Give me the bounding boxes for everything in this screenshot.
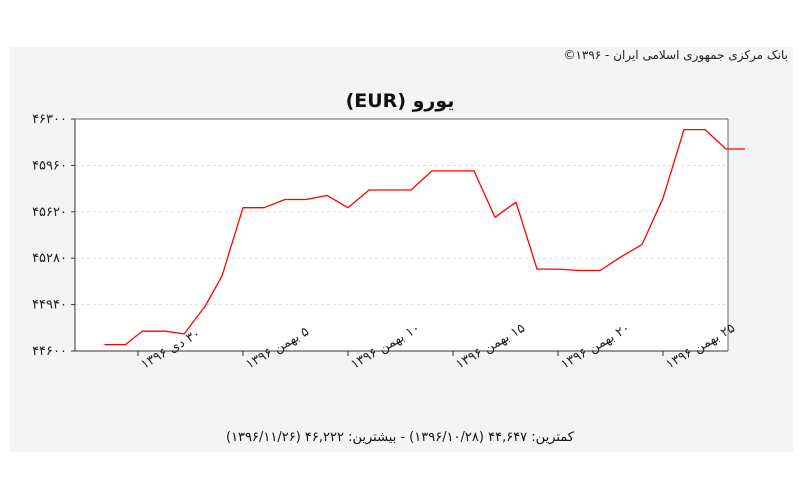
y-tick-label: ۴۵۹۶۰ [32,158,67,173]
y-tick-label: ۴۵۶۲۰ [32,205,67,220]
min-max-stats: کمترین: ۴۴,۶۴۷ (۱۳۹۶/۱۰/۲۸) - بیشترین: ۴… [226,430,574,445]
copyright-text: بانک مرکزی جمهوری اسلامی ایران - ۱۳۹۶© [563,48,788,62]
plot-area [75,119,728,351]
y-tick-label: ۴۴۶۰۰ [32,344,67,359]
series-line [104,128,745,346]
chart-title: یورو (EUR) [345,90,455,112]
y-tick-label: ۴۵۲۸۰ [32,251,67,266]
y-tick-label: ۴۶۳۰۰ [32,112,67,127]
y-tick-label: ۴۴۹۴۰ [32,298,67,313]
